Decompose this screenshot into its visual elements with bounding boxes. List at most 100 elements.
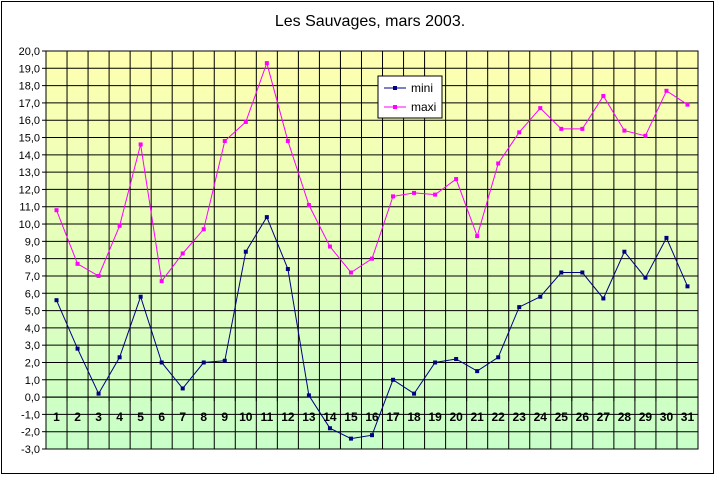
data-point-maxi — [222, 138, 227, 143]
y-tick-label: 18,0 — [19, 81, 40, 93]
x-tick-label: 4 — [116, 410, 123, 424]
plot-border — [45, 50, 699, 450]
data-point-maxi — [159, 279, 164, 284]
x-tick-label: 11 — [260, 410, 273, 424]
x-tick-label: 23 — [513, 410, 527, 424]
data-point-mini — [180, 386, 185, 391]
x-tick-label: 10 — [239, 410, 253, 424]
data-point-mini — [222, 358, 227, 363]
data-point-mini — [327, 426, 332, 431]
x-tick-label: 16 — [365, 410, 379, 424]
y-tick-label: 14,0 — [19, 150, 40, 162]
data-point-mini — [517, 305, 522, 310]
x-tick-label: 9 — [221, 410, 228, 424]
y-tick-label: 3,0 — [25, 340, 40, 352]
data-point-mini — [475, 369, 480, 374]
y-tick-label: 11,0 — [19, 202, 40, 214]
data-point-maxi — [664, 88, 669, 93]
x-tick-label: 18 — [407, 410, 421, 424]
y-tick-label: -1,0 — [21, 409, 40, 421]
data-point-maxi — [75, 261, 80, 266]
data-point-maxi — [412, 190, 417, 195]
y-tick-label: 0,0 — [25, 392, 40, 404]
legend-label-mini: mini — [411, 81, 433, 95]
data-point-maxi — [201, 227, 206, 232]
data-point-mini — [243, 249, 248, 254]
data-point-maxi — [559, 126, 564, 131]
x-tick-label: 21 — [470, 410, 484, 424]
legend-box — [377, 75, 443, 119]
data-point-mini — [454, 357, 459, 362]
y-tick-label: 10,0 — [19, 219, 40, 231]
data-point-maxi — [180, 251, 185, 256]
x-tick-label: 20 — [449, 410, 463, 424]
x-tick-label: 26 — [576, 410, 590, 424]
data-point-maxi — [391, 194, 396, 199]
legend-marker-mini — [393, 86, 397, 90]
data-point-mini — [306, 393, 311, 398]
data-point-maxi — [622, 128, 627, 133]
x-tick-label: 28 — [618, 410, 632, 424]
data-point-maxi — [496, 161, 501, 166]
y-tick-label: 6,0 — [25, 288, 40, 300]
data-point-maxi — [538, 106, 543, 111]
x-tick-label: 6 — [158, 410, 165, 424]
x-tick-label: 17 — [386, 410, 400, 424]
y-tick-label: -3,0 — [21, 444, 40, 456]
legend: mini maxi — [377, 75, 443, 119]
y-tick-label: 4,0 — [25, 323, 40, 335]
data-point-maxi — [348, 270, 353, 275]
data-point-mini — [538, 294, 543, 299]
y-tick-label: 19,0 — [19, 63, 40, 75]
x-tick-label: 19 — [428, 410, 442, 424]
data-point-mini — [117, 355, 122, 360]
data-point-maxi — [370, 256, 374, 261]
grid-lines — [45, 50, 699, 450]
data-point-maxi — [117, 223, 122, 228]
data-point-mini — [685, 284, 690, 289]
y-tick-label: 15,0 — [19, 133, 40, 145]
data-point-mini — [54, 298, 59, 303]
data-point-maxi — [264, 61, 269, 66]
y-tick-label: 8,0 — [25, 254, 40, 266]
x-tick-label: 24 — [534, 410, 548, 424]
plot-area — [46, 51, 698, 449]
data-point-mini — [580, 270, 585, 275]
data-point-maxi — [580, 126, 585, 131]
data-point-mini — [391, 377, 396, 382]
y-tick-label: 16,0 — [19, 115, 40, 127]
x-axis-ticks: 1 2 3 4 5 6 7 8 9 10 11 12 13 14 15 16 17 18 19 20 21 22 23 24 2… — [45, 396, 698, 424]
x-tick-label: 29 — [639, 410, 653, 424]
legend-marker-maxi — [393, 105, 397, 109]
y-tick-label: 2,0 — [25, 357, 40, 369]
x-tick-label: 30 — [660, 410, 674, 424]
data-point-maxi — [685, 102, 690, 107]
data-point-maxi — [327, 244, 332, 249]
data-point-maxi — [454, 177, 459, 182]
series-group — [54, 61, 690, 441]
data-point-mini — [433, 360, 438, 365]
x-tick-label: 25 — [555, 410, 569, 424]
x-tick-label: 8 — [200, 410, 207, 424]
x-tick-label: 1 — [53, 410, 60, 424]
data-point-mini — [601, 296, 606, 301]
x-tick-label: 3 — [95, 410, 102, 424]
data-point-mini — [496, 355, 501, 360]
data-point-maxi — [643, 133, 648, 138]
x-tick-label: 22 — [492, 410, 506, 424]
data-point-mini — [643, 275, 648, 280]
data-point-maxi — [138, 142, 143, 147]
x-tick-label: 12 — [281, 410, 295, 424]
x-tick-label: 14 — [323, 410, 337, 424]
data-point-maxi — [601, 93, 606, 98]
x-tick-label: 7 — [179, 410, 186, 424]
data-point-maxi — [433, 192, 438, 197]
data-point-maxi — [243, 119, 248, 124]
x-tick-label: 5 — [137, 410, 144, 424]
y-tick-label: 13,0 — [19, 167, 40, 179]
x-tick-label: 13 — [302, 410, 316, 424]
data-point-mini — [559, 270, 564, 275]
data-point-maxi — [96, 273, 101, 278]
data-point-mini — [159, 360, 164, 365]
y-tick-label: 17,0 — [19, 98, 40, 110]
